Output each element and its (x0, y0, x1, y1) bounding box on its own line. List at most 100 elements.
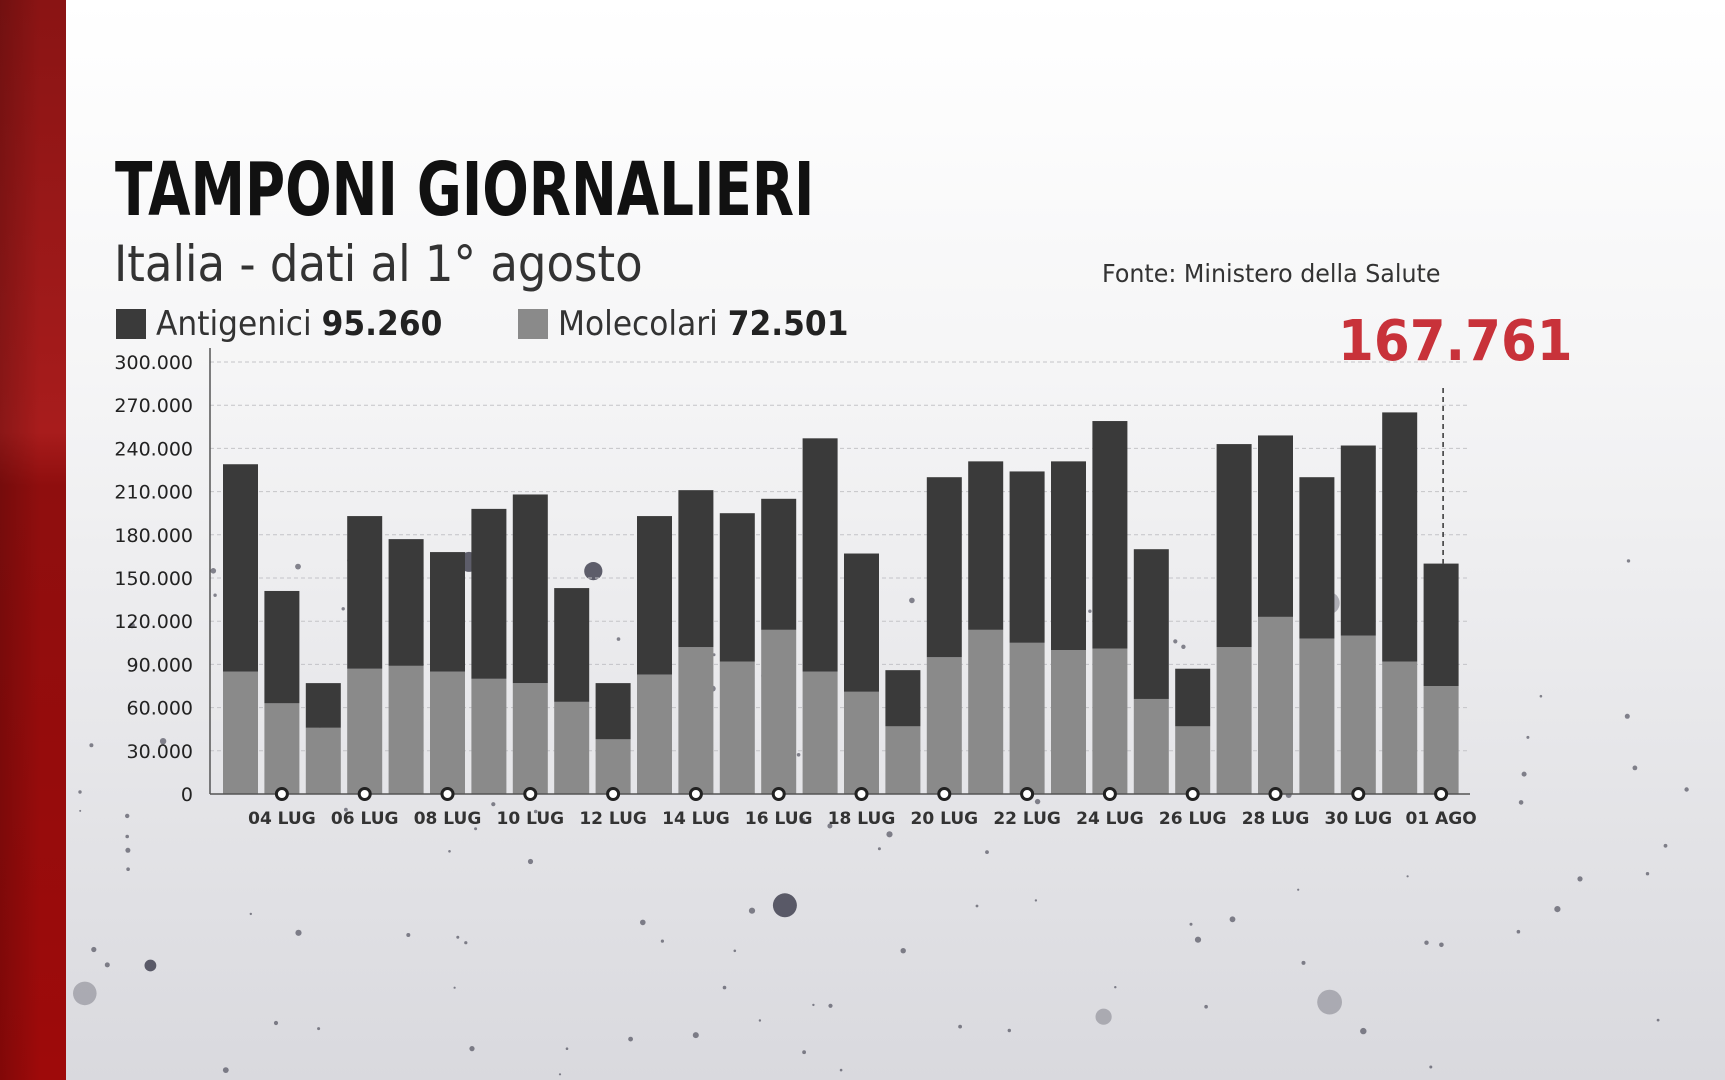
background-dot (1194, 936, 1202, 943)
bars (223, 412, 1459, 794)
y-tick-label: 30.000 (127, 741, 193, 763)
bar-antigenici (347, 516, 383, 669)
bar-molecolari (347, 668, 383, 794)
background-dot (144, 959, 157, 972)
background-dot (317, 1027, 321, 1031)
bar-antigenici (471, 508, 507, 679)
x-tick-label: 01 AGO (1406, 809, 1477, 829)
y-tick-label: 210.000 (114, 482, 193, 504)
axes (209, 348, 1470, 795)
bar-antigenici (678, 490, 714, 648)
background-dot (1663, 843, 1668, 848)
x-tick-marker (1102, 787, 1117, 801)
x-tick-marker (1020, 787, 1035, 801)
bar-molecolari (761, 629, 797, 794)
background-dot (722, 985, 727, 990)
background-dot (222, 1067, 229, 1073)
chart-title: TAMPONI GIORNALIERI (115, 147, 815, 233)
background-dot (1626, 559, 1631, 563)
background-dot (565, 1047, 569, 1050)
legend-swatch-molecolari (518, 309, 548, 339)
x-tick-label: 22 LUG (993, 809, 1061, 829)
background-dot (985, 850, 989, 854)
bar-molecolari (1133, 698, 1169, 794)
y-tick-label: 90.000 (127, 654, 193, 676)
bar-antigenici (1216, 444, 1252, 648)
bar-molecolari (264, 703, 300, 794)
bar-antigenici (1340, 445, 1376, 636)
background-dot (1301, 960, 1306, 965)
background-dot (1297, 888, 1300, 891)
bar-antigenici (1175, 668, 1211, 727)
x-tick-marker (1434, 787, 1449, 801)
background-dot (73, 981, 97, 1006)
background-dot (474, 827, 478, 831)
bar-antigenici (1092, 421, 1128, 649)
background-dot (1424, 940, 1429, 945)
background-dot (802, 1050, 806, 1055)
y-tick-label: 150.000 (114, 568, 193, 590)
y-tick-label: 300.000 (114, 352, 193, 374)
bar-antigenici (1299, 477, 1335, 639)
background-dot (210, 568, 217, 574)
y-tick-label: 120.000 (114, 611, 193, 633)
source-note: Fonte: Ministero della Salute (1102, 259, 1441, 288)
brand-band (0, 0, 66, 1080)
bar-antigenici (305, 683, 341, 728)
background-dot (958, 1024, 962, 1029)
background-dot (249, 912, 252, 916)
bar-molecolari (1340, 635, 1376, 794)
background-dot (877, 847, 881, 851)
background-dot (341, 607, 345, 611)
background-dot (125, 847, 131, 853)
y-tick-label: 60.000 (127, 698, 193, 720)
x-tick-label: 16 LUG (745, 809, 813, 829)
bar-molecolari (1175, 726, 1211, 794)
legend-molecolari-value: 72.501 (727, 304, 849, 344)
background-dot (1360, 1027, 1367, 1035)
background-dot (1577, 876, 1583, 882)
background-dot (448, 850, 451, 853)
bar-molecolari (1051, 650, 1086, 794)
bar-antigenici (388, 539, 424, 666)
bar-molecolari (1009, 642, 1045, 794)
bar-molecolari (388, 665, 424, 794)
bar-molecolari (554, 701, 590, 794)
background-dot (839, 1068, 843, 1072)
background-dot (799, 817, 806, 824)
x-tick-label: 26 LUG (1159, 809, 1227, 829)
background-dot (213, 593, 217, 597)
background-dot (1173, 639, 1178, 644)
bar-antigenici (926, 477, 962, 658)
bar-molecolari (926, 657, 962, 794)
x-tick-label: 24 LUG (1076, 809, 1144, 829)
background-dot (796, 753, 801, 757)
x-tick-marker (357, 787, 372, 801)
background-dot (1656, 1018, 1660, 1022)
bar-molecolari (512, 683, 548, 794)
background-dot (126, 867, 130, 871)
background-dot (1526, 735, 1530, 739)
background-dot (1439, 942, 1444, 948)
background-dot (273, 1020, 279, 1026)
bar-molecolari (430, 671, 465, 794)
background-dot (464, 941, 468, 945)
legend-antigenici-label: Antigenici (156, 304, 312, 344)
background-dot (159, 738, 167, 745)
background-dot (89, 743, 94, 748)
x-tick-marker (523, 787, 538, 801)
background-dot (1406, 875, 1409, 878)
background-dot (1204, 1004, 1208, 1009)
background-dot (1034, 899, 1038, 902)
background-dot (1034, 798, 1041, 805)
background-dot (1429, 1065, 1433, 1069)
bar-molecolari (471, 678, 507, 794)
bar-molecolari (595, 739, 631, 794)
x-tick-label: 28 LUG (1242, 809, 1310, 829)
bar-antigenici (1382, 412, 1418, 662)
background-dot (1095, 1008, 1112, 1025)
background-dot (1181, 644, 1186, 649)
x-tick-label: 14 LUG (662, 809, 730, 829)
background-dot (1189, 922, 1193, 926)
bar-antigenici (223, 464, 258, 672)
